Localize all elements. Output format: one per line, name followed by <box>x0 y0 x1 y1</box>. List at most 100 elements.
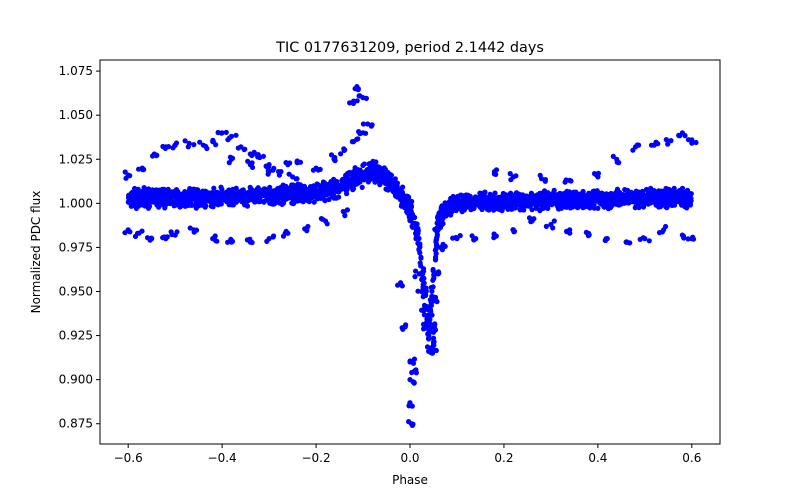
data-point <box>190 190 197 197</box>
data-point <box>658 188 664 194</box>
data-point <box>151 197 157 203</box>
data-point <box>393 193 399 199</box>
data-point <box>260 153 266 159</box>
data-point <box>377 166 383 172</box>
data-point <box>398 194 404 200</box>
data-point <box>193 227 200 233</box>
data-point <box>654 194 661 200</box>
data-point <box>210 204 216 210</box>
y-axis: 0.875 0.900 0.925 0.950 0.975 1.000 1.025 1.050… <box>59 64 100 431</box>
data-point <box>151 151 157 157</box>
data-point <box>132 233 139 239</box>
data-point <box>636 204 642 211</box>
data-point <box>646 238 652 244</box>
data-point <box>409 369 415 376</box>
data-point <box>271 188 277 194</box>
data-point <box>421 326 427 332</box>
data-point <box>299 192 305 198</box>
data-point <box>128 201 135 207</box>
data-point <box>385 187 391 193</box>
data-point <box>644 191 650 197</box>
data-point <box>562 190 568 196</box>
data-point <box>338 151 344 157</box>
data-point <box>133 199 139 205</box>
data-point <box>175 195 181 201</box>
data-point <box>645 201 651 207</box>
data-point <box>604 191 610 197</box>
data-point <box>510 197 516 203</box>
data-point <box>551 218 557 224</box>
data-point <box>354 98 360 104</box>
data-point <box>229 155 236 161</box>
data-point <box>668 188 674 194</box>
data-point <box>406 207 412 213</box>
data-point <box>381 165 387 171</box>
data-point <box>249 239 255 246</box>
y-tick-label: 1.025 <box>59 152 93 166</box>
data-point <box>419 307 425 313</box>
data-point <box>186 188 192 194</box>
data-point <box>587 197 593 203</box>
data-point <box>248 186 255 192</box>
data-point <box>162 205 168 211</box>
data-point <box>315 182 321 188</box>
data-point <box>420 294 426 300</box>
data-point <box>294 160 300 166</box>
data-point <box>344 207 350 213</box>
data-point <box>187 225 193 231</box>
data-point <box>339 183 345 189</box>
data-point <box>531 216 537 222</box>
data-point <box>154 201 160 207</box>
data-point <box>233 185 239 191</box>
data-point <box>540 190 547 196</box>
data-point <box>429 288 435 294</box>
data-point <box>211 185 217 191</box>
data-point <box>667 194 673 200</box>
data-point <box>370 158 376 164</box>
data-point <box>573 194 579 200</box>
data-point <box>585 233 592 239</box>
data-point <box>154 189 160 195</box>
data-point <box>545 195 552 201</box>
data-point <box>363 95 369 101</box>
data-point <box>400 184 406 190</box>
data-point <box>300 199 306 205</box>
data-point <box>194 201 200 207</box>
data-point <box>391 187 397 193</box>
data-point <box>643 186 650 193</box>
data-point <box>139 202 145 208</box>
data-point <box>447 209 453 215</box>
data-point <box>202 204 208 210</box>
data-point <box>350 100 357 106</box>
data-point <box>342 213 348 219</box>
data-point <box>282 196 288 202</box>
data-point <box>690 234 696 240</box>
data-point <box>413 367 419 373</box>
data-point <box>432 327 439 333</box>
data-point <box>424 321 431 327</box>
data-point <box>229 187 235 193</box>
data-point <box>312 185 318 191</box>
data-point <box>213 142 219 148</box>
data-point <box>648 185 654 191</box>
data-point <box>269 193 275 199</box>
data-point <box>270 167 276 173</box>
y-tick-label: 1.075 <box>59 64 93 78</box>
data-point <box>561 196 567 202</box>
data-point <box>614 186 621 192</box>
data-point <box>347 100 353 106</box>
data-point <box>668 138 674 144</box>
data-point <box>226 160 232 166</box>
data-point <box>379 174 385 180</box>
data-point <box>344 185 350 191</box>
y-axis-label: Normalized PDC flux <box>29 191 43 314</box>
data-point <box>446 199 453 205</box>
data-point <box>302 226 308 232</box>
data-point <box>440 241 446 247</box>
data-point <box>610 153 616 159</box>
data-point <box>199 195 205 201</box>
data-point <box>503 192 509 198</box>
data-point <box>161 234 167 240</box>
data-point <box>356 93 362 99</box>
data-point <box>168 229 174 235</box>
